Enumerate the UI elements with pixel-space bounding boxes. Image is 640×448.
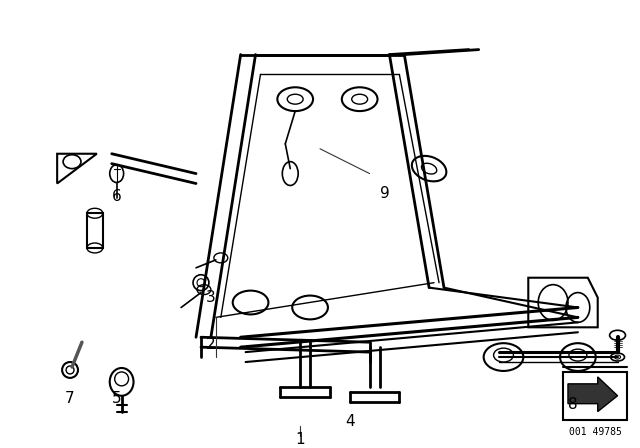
Text: 4: 4 — [345, 414, 355, 429]
Text: 2: 2 — [206, 337, 216, 352]
Text: 001 49785: 001 49785 — [569, 427, 621, 438]
Bar — [563, 372, 627, 420]
Text: 5: 5 — [112, 391, 122, 406]
Text: 3: 3 — [206, 290, 216, 305]
Text: 6: 6 — [112, 189, 122, 204]
Text: 9: 9 — [380, 186, 389, 201]
Text: 7: 7 — [65, 391, 75, 406]
Polygon shape — [568, 377, 618, 412]
Text: 1: 1 — [295, 432, 305, 447]
Bar — [87, 213, 103, 248]
Text: 8: 8 — [568, 397, 578, 412]
